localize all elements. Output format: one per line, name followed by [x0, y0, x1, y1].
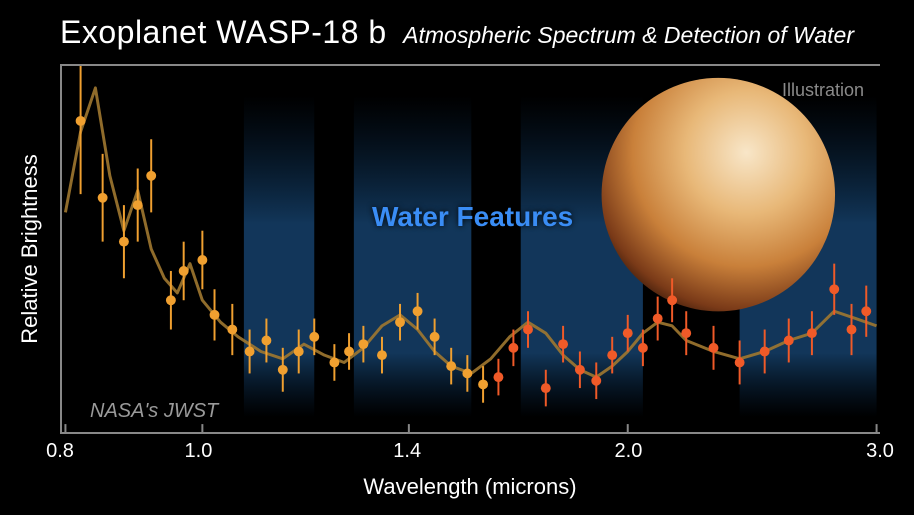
data-point: [329, 358, 339, 368]
spectrum-chart: [62, 66, 880, 432]
data-point: [210, 310, 220, 320]
plot-area: Water Features NASA's JWST Illustration: [60, 64, 880, 434]
main-title: Exoplanet WASP-18 b: [60, 14, 387, 51]
data-point: [446, 361, 456, 371]
planet-illustration: [602, 78, 835, 311]
data-point: [847, 325, 857, 335]
data-point: [623, 328, 633, 338]
data-point: [478, 379, 488, 389]
data-point: [76, 116, 86, 126]
data-point: [667, 295, 677, 305]
data-point: [807, 328, 817, 338]
data-point: [119, 237, 129, 247]
illustration-label: Illustration: [782, 80, 864, 101]
data-point: [344, 347, 354, 357]
subtitle: Atmospheric Spectrum & Detection of Wate…: [403, 22, 854, 49]
x-axis-ticks: 0.81.01.42.03.0: [60, 440, 880, 470]
data-point: [523, 325, 533, 335]
data-point: [681, 328, 691, 338]
data-point: [638, 343, 648, 353]
data-point: [558, 339, 568, 349]
x-tick-label: 2.0: [615, 440, 643, 463]
data-point: [462, 368, 472, 378]
data-point: [591, 376, 601, 386]
data-point: [430, 332, 440, 342]
data-point: [709, 343, 719, 353]
data-point: [261, 336, 271, 346]
x-tick-label: 0.8: [46, 440, 74, 463]
data-point: [98, 193, 108, 203]
y-axis-label: Relative Brightness: [12, 64, 48, 434]
credit-label: NASA's JWST: [90, 400, 218, 423]
x-tick-label: 1.4: [393, 440, 421, 463]
data-point: [575, 365, 585, 375]
data-point: [197, 255, 207, 265]
data-point: [309, 332, 319, 342]
water-features-label: Water Features: [372, 201, 573, 233]
data-point: [179, 266, 189, 276]
data-point: [413, 306, 423, 316]
data-point: [166, 295, 176, 305]
data-point: [227, 325, 237, 335]
data-point: [245, 347, 255, 357]
data-point: [278, 365, 288, 375]
data-point: [653, 314, 663, 324]
data-point: [395, 317, 405, 327]
data-point: [377, 350, 387, 360]
data-point: [861, 306, 871, 316]
data-point: [784, 336, 794, 346]
data-point: [133, 200, 143, 210]
data-point: [146, 171, 156, 181]
x-tick-label: 3.0: [866, 440, 894, 463]
data-point: [358, 339, 368, 349]
x-axis-label: Wavelength (microns): [60, 474, 880, 500]
data-point: [508, 343, 518, 353]
data-point: [493, 372, 503, 382]
data-point: [760, 347, 770, 357]
data-point: [829, 284, 839, 294]
data-point: [735, 358, 745, 368]
data-point: [607, 350, 617, 360]
x-tick-label: 1.0: [185, 440, 213, 463]
data-point: [294, 347, 304, 357]
data-point: [541, 383, 551, 393]
